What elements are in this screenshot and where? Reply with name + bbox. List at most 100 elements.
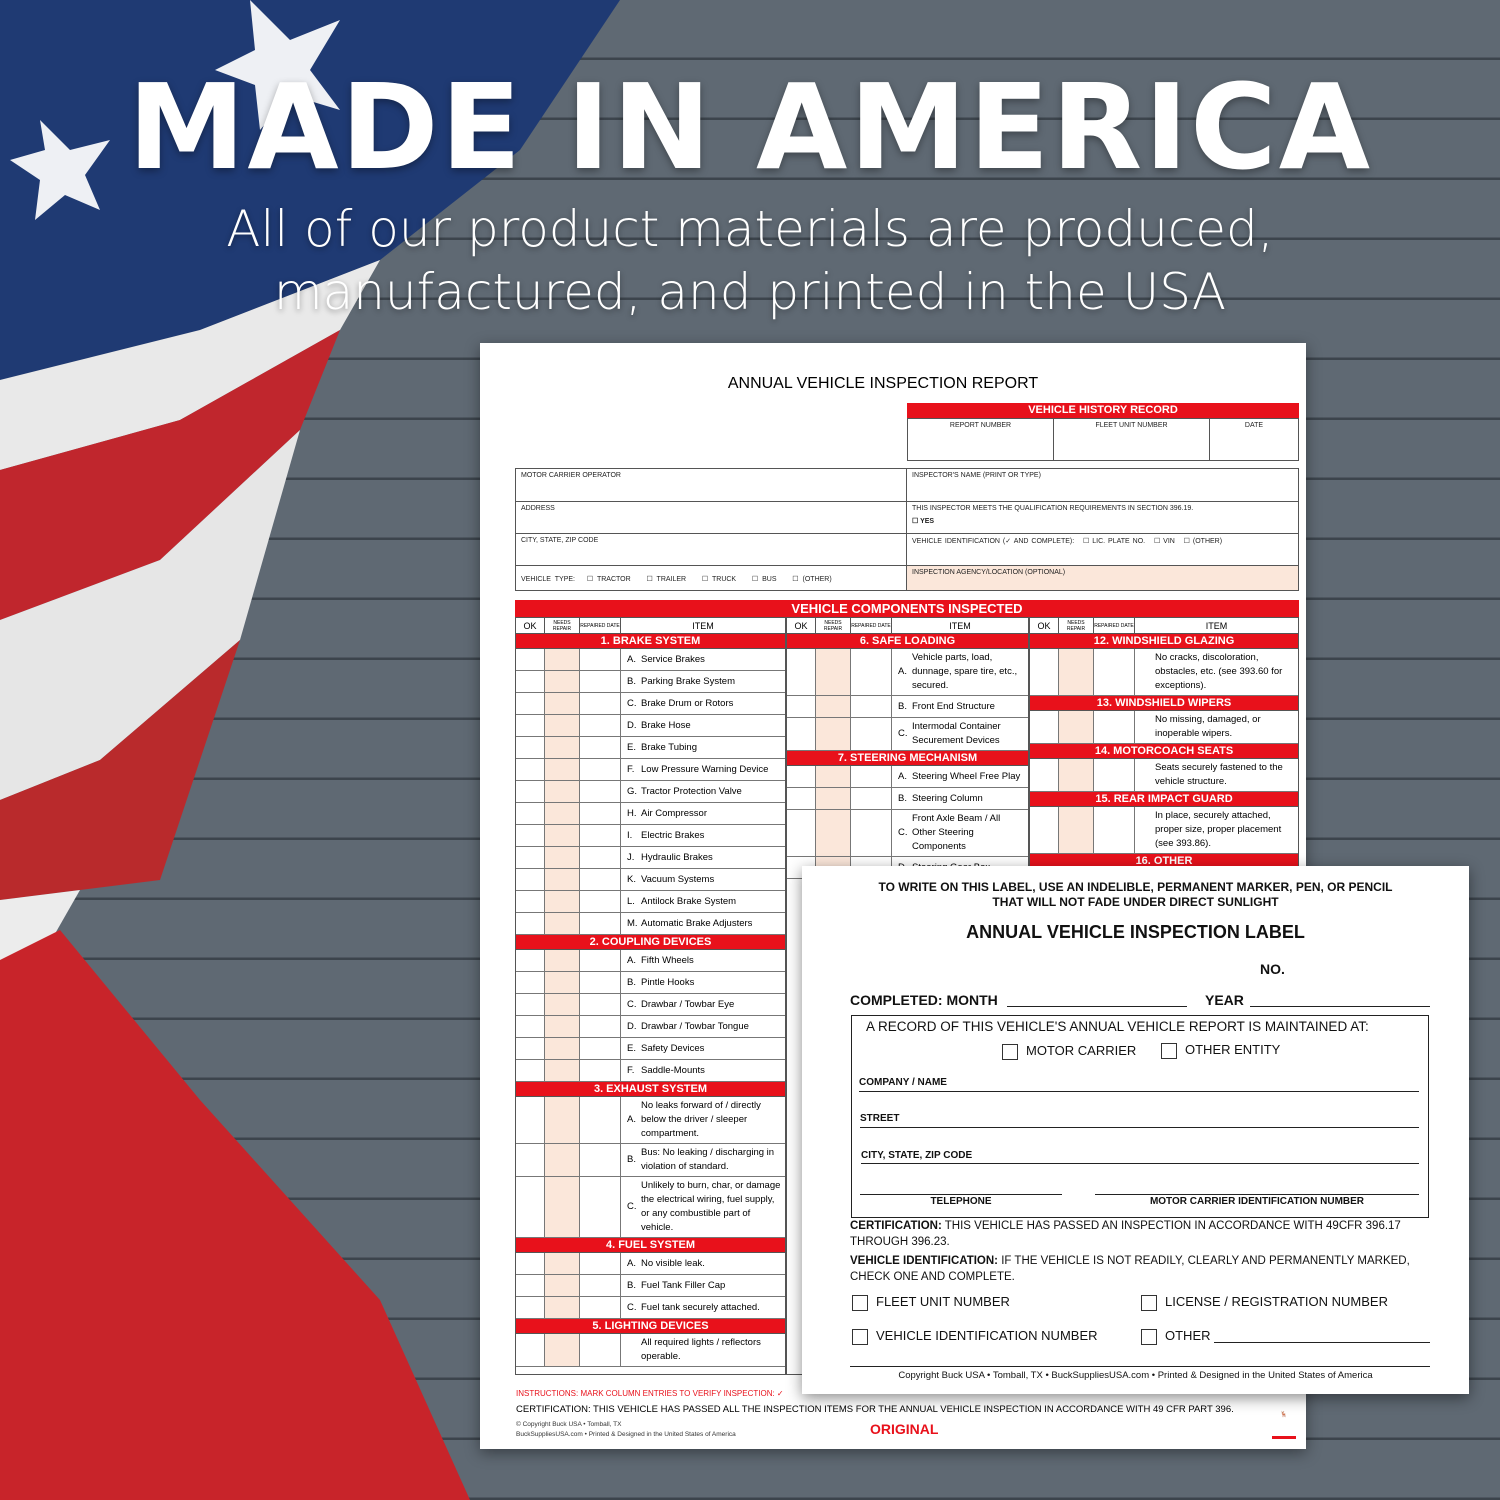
- ok-cell[interactable]: [516, 950, 545, 971]
- repaired-date-cell[interactable]: [1094, 711, 1135, 743]
- needs-repair-cell[interactable]: [545, 1016, 580, 1037]
- ok-cell[interactable]: [516, 759, 545, 780]
- repaired-date-cell[interactable]: [1094, 759, 1135, 791]
- needs-repair-cell[interactable]: [545, 1297, 580, 1318]
- ok-cell[interactable]: [787, 766, 816, 787]
- vin-checkbox[interactable]: VEHICLE IDENTIFICATION NUMBER: [852, 1328, 1098, 1345]
- ok-cell[interactable]: [516, 1177, 545, 1237]
- needs-repair-cell[interactable]: [545, 950, 580, 971]
- needs-repair-cell[interactable]: [545, 1097, 580, 1143]
- ok-cell[interactable]: [516, 1144, 545, 1176]
- other-input-line[interactable]: [1214, 1342, 1430, 1343]
- ok-cell[interactable]: [516, 649, 545, 670]
- date-field[interactable]: DATE: [1209, 418, 1299, 461]
- needs-repair-cell[interactable]: [1059, 759, 1094, 791]
- mc-id-input-line[interactable]: [1095, 1194, 1419, 1195]
- ok-cell[interactable]: [516, 781, 545, 802]
- ok-cell[interactable]: [516, 737, 545, 758]
- ok-cell[interactable]: [787, 788, 816, 809]
- needs-repair-cell[interactable]: [545, 1144, 580, 1176]
- needs-repair-cell[interactable]: [816, 788, 851, 809]
- needs-repair-cell[interactable]: [816, 766, 851, 787]
- repaired-date-cell[interactable]: [580, 1253, 621, 1274]
- repaired-date-cell[interactable]: [580, 715, 621, 736]
- repaired-date-cell[interactable]: [580, 1275, 621, 1296]
- repaired-date-cell[interactable]: [580, 1177, 621, 1237]
- fleet-unit-checkbox[interactable]: FLEET UNIT NUMBER: [852, 1294, 1010, 1311]
- needs-repair-cell[interactable]: [816, 649, 851, 695]
- needs-repair-cell[interactable]: [1059, 711, 1094, 743]
- ok-cell[interactable]: [1030, 649, 1059, 695]
- needs-repair-cell[interactable]: [545, 1253, 580, 1274]
- ok-cell[interactable]: [516, 1038, 545, 1059]
- repaired-date-cell[interactable]: [580, 994, 621, 1015]
- id-other[interactable]: (OTHER): [1192, 538, 1223, 545]
- report-number-field[interactable]: REPORT NUMBER: [907, 418, 1054, 461]
- ok-cell[interactable]: [516, 1297, 545, 1318]
- repaired-date-cell[interactable]: [851, 718, 892, 750]
- ok-cell[interactable]: [516, 671, 545, 692]
- inspector-name-field[interactable]: INSPECTOR'S NAME (PRINT OR TYPE): [906, 468, 1299, 502]
- ok-cell[interactable]: [516, 913, 545, 934]
- ok-cell[interactable]: [516, 972, 545, 993]
- needs-repair-cell[interactable]: [545, 994, 580, 1015]
- ok-cell[interactable]: [516, 693, 545, 714]
- repaired-date-cell[interactable]: [580, 649, 621, 670]
- ok-cell[interactable]: [787, 696, 816, 717]
- ok-cell[interactable]: [516, 847, 545, 868]
- ok-cell[interactable]: [516, 1016, 545, 1037]
- ok-cell[interactable]: [787, 649, 816, 695]
- repaired-date-cell[interactable]: [1094, 649, 1135, 695]
- ok-cell[interactable]: [516, 891, 545, 912]
- license-checkbox[interactable]: LICENSE / REGISTRATION NUMBER: [1141, 1294, 1388, 1311]
- repaired-date-cell[interactable]: [580, 869, 621, 890]
- needs-repair-cell[interactable]: [816, 810, 851, 856]
- repaired-date-cell[interactable]: [580, 671, 621, 692]
- repaired-date-cell[interactable]: [580, 1016, 621, 1037]
- operator-field[interactable]: MOTOR CARRIER OPERATOR: [515, 468, 907, 502]
- telephone-input-line[interactable]: [860, 1194, 1062, 1195]
- needs-repair-cell[interactable]: [545, 737, 580, 758]
- needs-repair-cell[interactable]: [545, 869, 580, 890]
- repaired-date-cell[interactable]: [580, 1297, 621, 1318]
- month-input-line[interactable]: [1007, 1006, 1187, 1007]
- repaired-date-cell[interactable]: [580, 913, 621, 934]
- type-trailer[interactable]: TRAILER: [656, 576, 687, 583]
- ok-cell[interactable]: [1030, 711, 1059, 743]
- id-vin[interactable]: VIN: [1163, 538, 1175, 545]
- repaired-date-cell[interactable]: [851, 696, 892, 717]
- ok-cell[interactable]: [516, 869, 545, 890]
- needs-repair-cell[interactable]: [545, 715, 580, 736]
- repaired-date-cell[interactable]: [851, 810, 892, 856]
- needs-repair-cell[interactable]: [545, 1275, 580, 1296]
- needs-repair-cell[interactable]: [545, 972, 580, 993]
- repaired-date-cell[interactable]: [580, 803, 621, 824]
- type-other[interactable]: (OTHER): [802, 576, 832, 583]
- repaired-date-cell[interactable]: [580, 950, 621, 971]
- repaired-date-cell[interactable]: [580, 693, 621, 714]
- ok-cell[interactable]: [787, 718, 816, 750]
- repaired-date-cell[interactable]: [580, 972, 621, 993]
- repaired-date-cell[interactable]: [580, 1144, 621, 1176]
- repaired-date-cell[interactable]: [1094, 807, 1135, 853]
- id-plate[interactable]: LIC. PLATE NO.: [1092, 538, 1146, 545]
- needs-repair-cell[interactable]: [545, 1177, 580, 1237]
- city-input-line[interactable]: [861, 1163, 1419, 1164]
- repaired-date-cell[interactable]: [580, 891, 621, 912]
- city-field[interactable]: CITY, STATE, ZIP CODE: [515, 533, 907, 566]
- agency-field[interactable]: INSPECTION AGENCY/LOCATION (OPTIONAL): [906, 565, 1299, 591]
- type-truck[interactable]: TRUCK: [711, 576, 737, 583]
- needs-repair-cell[interactable]: [545, 803, 580, 824]
- ok-cell[interactable]: [516, 1253, 545, 1274]
- year-input-line[interactable]: [1250, 1006, 1430, 1007]
- needs-repair-cell[interactable]: [545, 1060, 580, 1081]
- needs-repair-cell[interactable]: [545, 1334, 580, 1366]
- needs-repair-cell[interactable]: [1059, 649, 1094, 695]
- type-bus[interactable]: BUS: [762, 576, 777, 583]
- needs-repair-cell[interactable]: [545, 847, 580, 868]
- repaired-date-cell[interactable]: [580, 1060, 621, 1081]
- needs-repair-cell[interactable]: [545, 671, 580, 692]
- needs-repair-cell[interactable]: [816, 718, 851, 750]
- ok-cell[interactable]: [516, 994, 545, 1015]
- repaired-date-cell[interactable]: [580, 1334, 621, 1366]
